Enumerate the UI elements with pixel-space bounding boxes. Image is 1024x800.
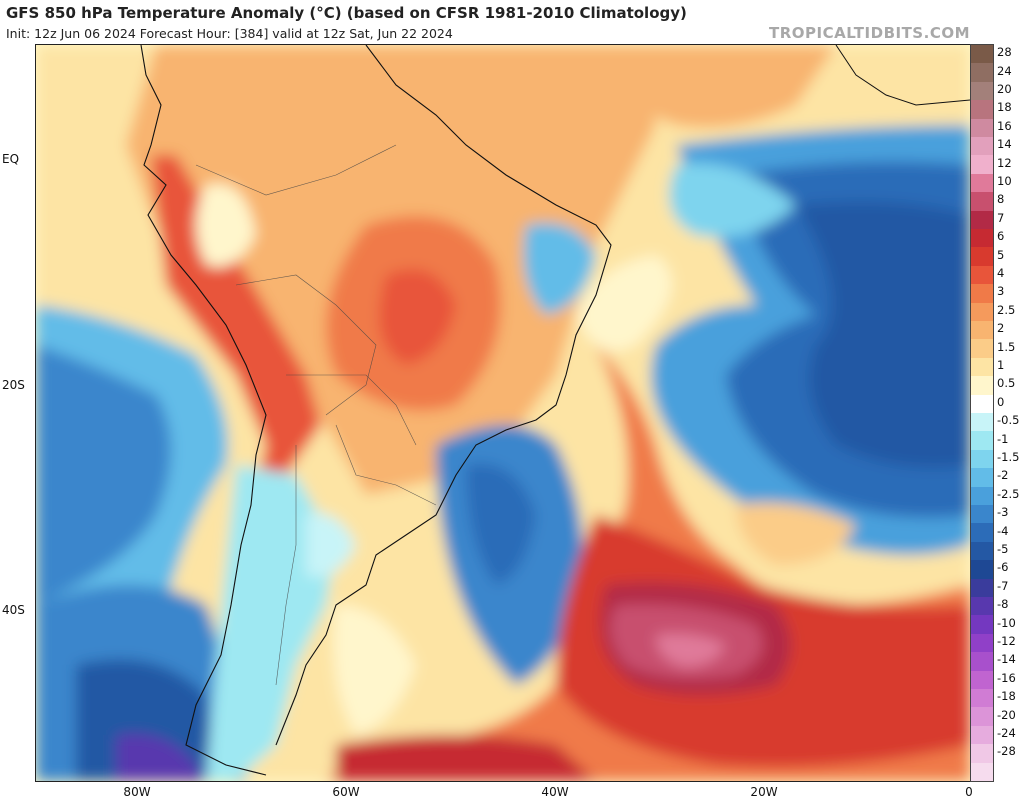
colorbar-cell [971,505,993,524]
colorbar-label: 1 [997,358,1005,372]
colorbar-cell [971,302,993,322]
colorbar-cell [971,229,993,248]
colorbar-label: 10 [997,174,1012,188]
lon-tick-0: 0 [965,785,973,799]
colorbar-cell [971,394,993,414]
colorbar-cell [971,689,993,708]
colorbar-label: -2 [997,468,1009,483]
lat-tick-20s: 20S [2,378,25,392]
colorbar-label: 6 [997,229,1005,244]
colorbar-cell [971,762,993,782]
colorbar-cell [971,321,993,340]
colorbar-cell [971,45,993,64]
colorbar-label: -18 [997,689,1016,704]
country-borders [195,144,437,686]
lon-tick-40w: 40W [541,785,569,799]
colorbar-label: -16 [997,670,1016,685]
colorbar-cell [971,744,993,764]
colorbar-cell [971,670,993,690]
colorbar-label: -4 [997,523,1009,538]
colorbar-label: 8 [997,192,1005,207]
colorbar-label: -6 [997,560,1009,575]
colorbar-label: 5 [997,247,1005,262]
colorbar-cell [971,210,993,230]
map-title: GFS 850 hPa Temperature Anomaly (°C) (ba… [6,4,687,22]
anomaly-map [35,44,971,782]
colorbar-label: -2.5 [997,486,1020,501]
colorbar-cell [971,486,993,506]
colorbar-label: 24 [997,63,1012,78]
colorbar-label: 2.5 [997,302,1016,317]
colorbar-cell [971,449,993,469]
colorbar-cell [971,541,993,561]
colorbar-cell [971,357,993,377]
colorbar-label: 18 [997,100,1012,115]
colorbar-label: -12 [997,634,1016,648]
colorbar-cell [971,707,993,727]
colorbar-cell [971,192,993,212]
colorbar-cell [971,284,993,304]
colorbar-cell [971,560,993,580]
colorbar-cell [971,725,993,745]
colorbar-label: -24 [997,726,1016,740]
colorbar-label: 0.5 [997,376,1016,391]
colorbar-label: 4 [997,266,1005,280]
colorbar-label: 2 [997,321,1005,336]
colorbar-cell [971,118,993,138]
lon-tick-20w: 20W [750,785,778,799]
colorbar-label: -5 [997,542,1009,556]
colorbar-label: -1 [997,431,1009,446]
colorbar-cell [971,615,993,635]
colorbar-label: -1.5 [997,450,1020,464]
colorbar [970,44,994,782]
colorbar-label: 7 [997,210,1005,225]
colorbar-label: -28 [997,744,1016,759]
colorbar-label: -8 [997,597,1009,612]
colorbar-label: 16 [997,118,1012,133]
colorbar-cell [971,173,993,193]
map-subtitle: Init: 12z Jun 06 2024 Forecast Hour: [38… [6,26,453,41]
watermark: TROPICALTIDBITS.COM [769,24,970,42]
colorbar-label: -14 [997,652,1016,667]
colorbar-label: 1.5 [997,339,1016,354]
colorbar-label: -7 [997,578,1009,593]
colorbar-cell [971,376,993,396]
colorbar-cell [971,633,993,653]
colorbar-cell [971,431,993,451]
colorbar-cell [971,63,993,83]
colorbar-label: -10 [997,615,1016,630]
colorbar-cell [971,265,993,285]
colorbar-label: -20 [997,707,1016,722]
colorbar-label: 14 [997,137,1012,152]
colorbar-cell [971,578,993,598]
lat-tick-40s: 40S [2,603,25,617]
colorbar-cell [971,137,993,156]
colorbar-label: -3 [997,505,1009,520]
colorbar-cell [971,652,993,672]
lon-tick-80w: 80W [123,785,151,799]
colorbar-cell [971,247,993,267]
colorbar-cell [971,81,993,101]
colorbar-cell [971,339,993,359]
lat-tick-eq: EQ [2,152,20,166]
colorbar-cell [971,100,993,120]
coastlines [140,45,612,776]
lon-tick-60w: 60W [332,785,360,799]
colorbar-cell [971,597,993,616]
colorbar-cell [971,413,993,432]
colorbar-label: 12 [997,155,1012,170]
colorbar-cell [971,468,993,488]
colorbar-label: 3 [997,284,1005,299]
colorbar-label: -0.5 [997,413,1020,428]
colorbar-label: 0 [997,394,1005,409]
colorbar-cell [971,155,993,175]
colorbar-label: 28 [997,45,1012,60]
colorbar-cell [971,523,993,543]
colorbar-label: 20 [997,82,1012,96]
